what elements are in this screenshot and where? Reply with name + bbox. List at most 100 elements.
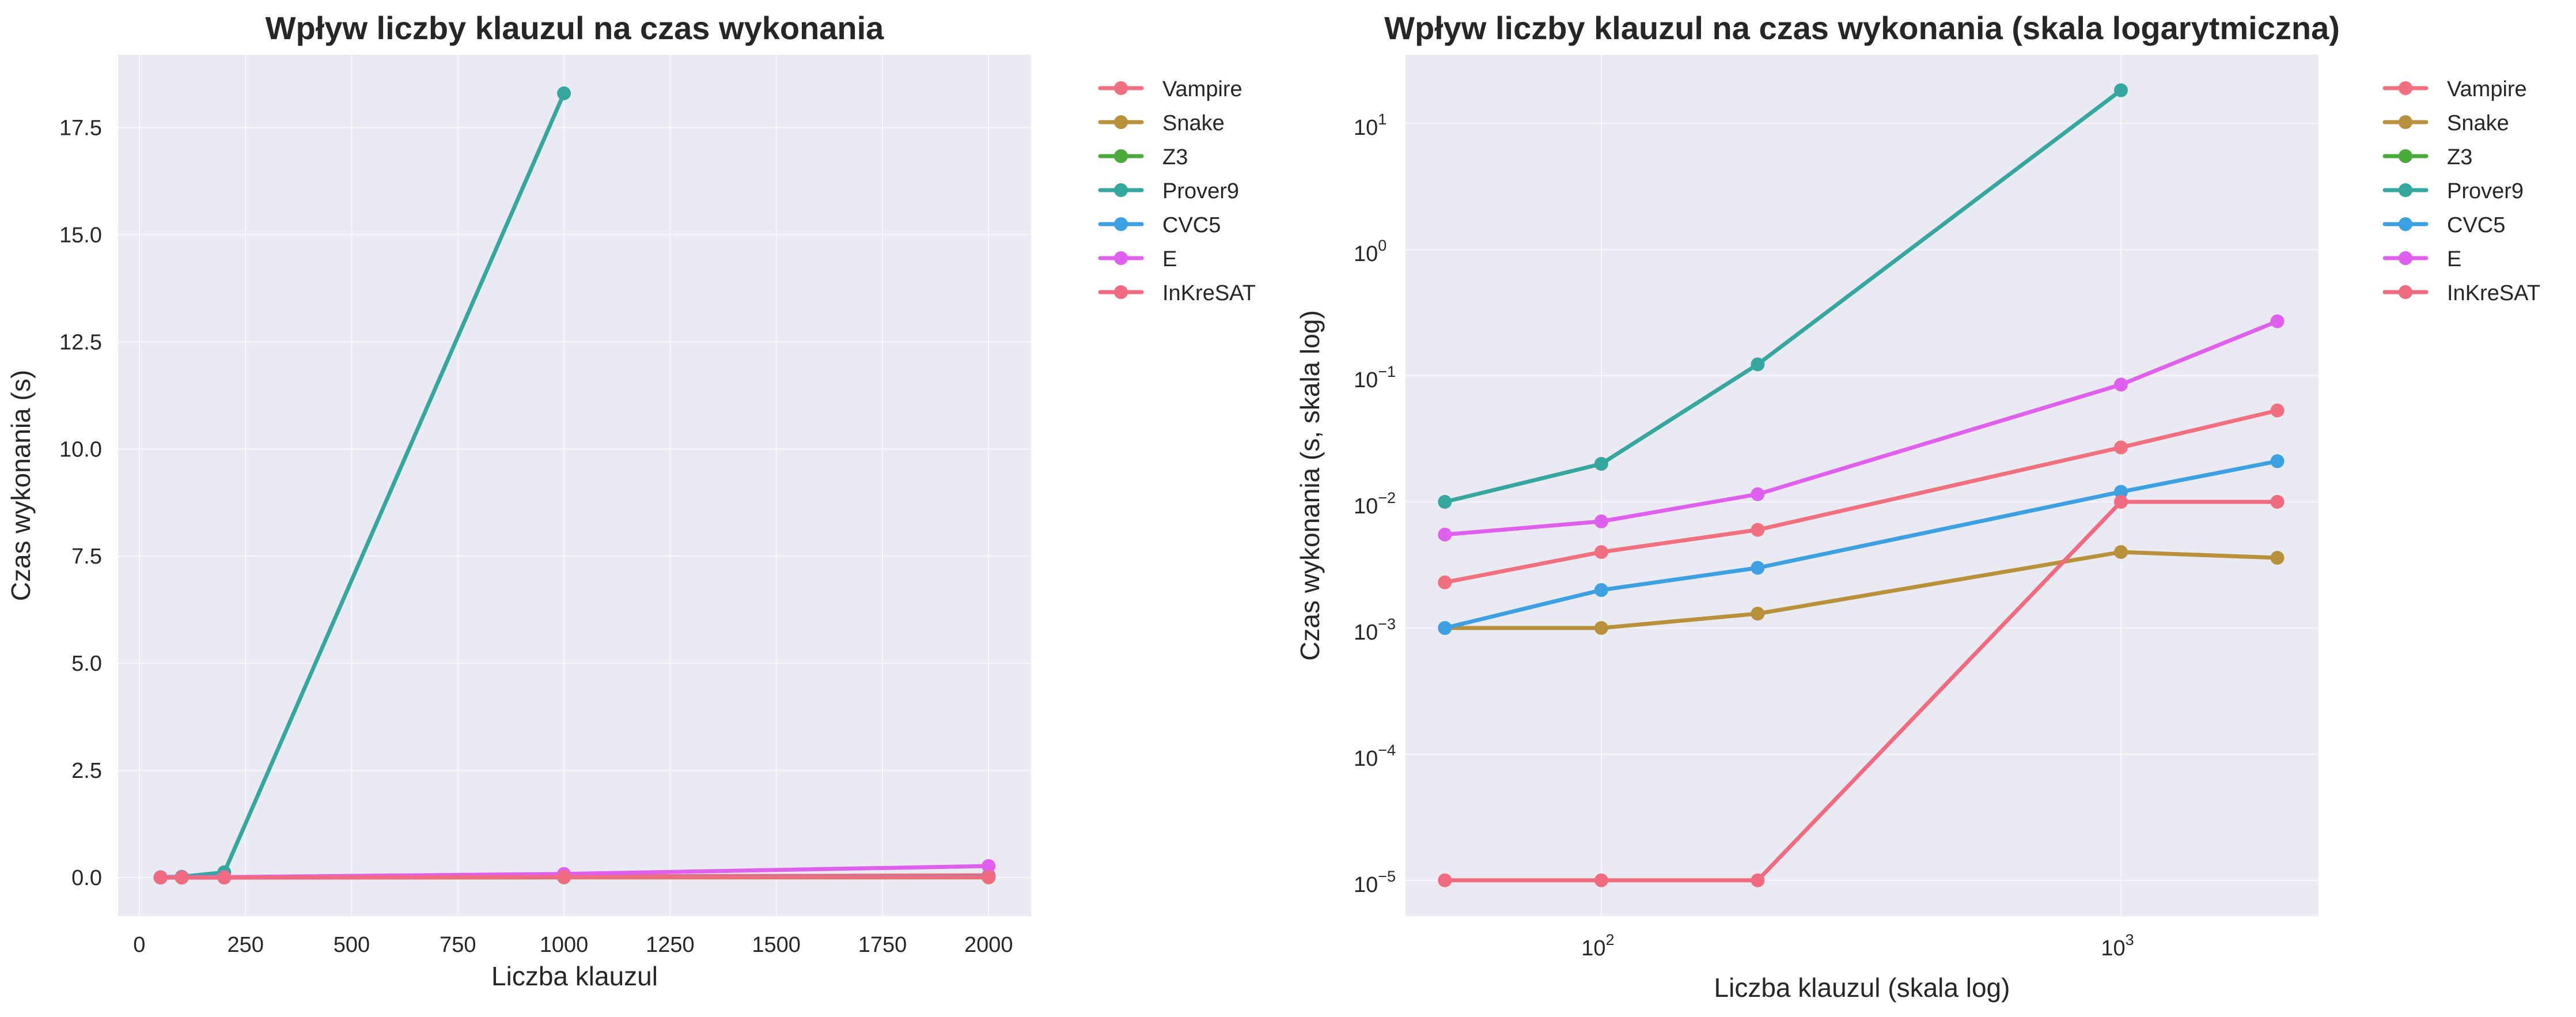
- y-tick-label: 15.0: [59, 223, 102, 247]
- x-tick-label: 103: [2101, 931, 2134, 961]
- y-tick-label: 10−4: [1354, 742, 1396, 771]
- legend-label: Vampire: [2447, 77, 2527, 101]
- x-tick-label: 750: [440, 933, 476, 957]
- legend-label: Z3: [2447, 145, 2472, 169]
- data-point: [1751, 873, 1765, 887]
- data-point: [2114, 494, 2128, 509]
- legend-swatch-marker: [2399, 115, 2412, 129]
- plot-area: [118, 55, 1031, 916]
- x-tick-exponent: 3: [2126, 931, 2134, 948]
- legend-swatch-marker: [2399, 81, 2412, 95]
- series-cvc5: [1438, 454, 2285, 635]
- data-point: [982, 870, 996, 884]
- data-point: [1438, 494, 1452, 509]
- legend-label: Prover9: [2447, 179, 2524, 203]
- series-inkresat: [1438, 494, 2285, 887]
- y-tick-exponent: −4: [1378, 742, 1396, 759]
- plot-area: [1406, 55, 2319, 916]
- legend-label: InKreSAT: [2447, 281, 2540, 305]
- series-line: [1442, 88, 2123, 504]
- series-line: [158, 875, 991, 880]
- data-point: [217, 871, 232, 885]
- y-tick-exponent: 0: [1378, 237, 1387, 254]
- y-tick-label: 17.5: [59, 116, 102, 140]
- y-tick-label: 0.0: [71, 866, 102, 890]
- y-axis-label: Czas wykonania (s, skala log): [1295, 310, 1325, 660]
- y-tick-exponent: −1: [1378, 363, 1396, 380]
- chart-1: 0 250 500 750 1000 1250 1500 1750 2000 0.0 2.5 5.0 7…: [6, 10, 1256, 991]
- legend-label: Snake: [2447, 111, 2509, 135]
- data-point: [1594, 457, 1608, 471]
- chart-title: Wpływ liczby klauzul na czas wykonania: [266, 10, 885, 46]
- legend-swatch-marker: [1114, 183, 1128, 197]
- x-tick-label: 2000: [964, 933, 1013, 957]
- y-tick-exponent: 1: [1378, 111, 1387, 128]
- legend-swatch-marker: [1114, 115, 1128, 129]
- data-point: [1751, 487, 1765, 501]
- legend-item-prover9: Prover9: [2382, 179, 2524, 203]
- legend-label: CVC5: [1162, 213, 1221, 237]
- data-point: [2270, 494, 2285, 509]
- data-point: [2270, 314, 2285, 328]
- legend-label: E: [2447, 247, 2461, 271]
- legend-swatch-marker: [1114, 81, 1128, 95]
- y-axis-label: Czas wykonania (s): [6, 370, 36, 601]
- data-point: [153, 871, 168, 885]
- x-tick-label: 1750: [858, 933, 907, 957]
- x-tick-label: 1250: [646, 933, 695, 957]
- data-point: [1438, 527, 1452, 542]
- data-point: [2270, 454, 2285, 468]
- y-tick-label: 10−1: [1354, 363, 1396, 392]
- y-tick-label: 10−5: [1354, 868, 1396, 897]
- data-point: [1438, 621, 1452, 635]
- legend-swatch-marker: [2399, 285, 2412, 299]
- legend-item-e: E: [1098, 247, 1177, 271]
- series-group: [153, 86, 996, 885]
- data-point: [982, 859, 996, 873]
- legend-label: Prover9: [1162, 179, 1239, 203]
- x-tick-label: 1500: [752, 933, 801, 957]
- y-tick-label: 12.5: [59, 330, 102, 354]
- data-point: [1751, 523, 1765, 537]
- y-tick-label: 5.0: [71, 652, 102, 676]
- series-prover9: [1438, 83, 2128, 509]
- legend-swatch-marker: [1114, 251, 1128, 265]
- x-tick-label: 1000: [540, 933, 589, 957]
- series-vampire: [1438, 403, 2285, 589]
- legend-label: Z3: [1162, 145, 1188, 169]
- legend-swatch-marker: [1114, 285, 1128, 299]
- legend-label: E: [1162, 247, 1177, 271]
- legend-item-inkresat: InKreSAT: [2382, 281, 2540, 305]
- data-point: [1594, 545, 1608, 559]
- legend: Vampire Snake Z3 Prover9 CVC5 E InKreSAT: [1098, 77, 1256, 305]
- legend-item-z3: Z3: [1098, 145, 1188, 169]
- legend: Vampire Snake Z3 Prover9 CVC5 E InKreSAT: [2382, 77, 2540, 305]
- legend-item-snake: Snake: [1098, 111, 1225, 135]
- y-tick-base: 10: [1354, 494, 1378, 519]
- legend-item-snake: Snake: [2382, 111, 2509, 135]
- data-point: [2114, 83, 2128, 97]
- series-e: [1438, 314, 2285, 542]
- chart-title: Wpływ liczby klauzul na czas wykonania (…: [1384, 10, 2340, 46]
- y-tick-exponent: −3: [1378, 615, 1396, 633]
- legend-item-inkresat: InKreSAT: [1098, 281, 1256, 305]
- legend-label: InKreSAT: [1162, 281, 1256, 305]
- data-point: [1594, 873, 1608, 887]
- legend-item-e: E: [2382, 247, 2461, 271]
- data-point: [1594, 583, 1608, 598]
- data-point: [2270, 551, 2285, 565]
- x-axis-label: Liczba klauzul: [491, 961, 658, 991]
- data-point: [2270, 403, 2285, 418]
- data-point: [1438, 873, 1452, 887]
- legend-swatch-marker: [2399, 251, 2412, 265]
- legend-item-cvc5: CVC5: [1098, 213, 1221, 237]
- y-tick-base: 10: [1354, 242, 1378, 266]
- series-inkresat: [153, 870, 996, 885]
- data-point: [1751, 561, 1765, 575]
- data-point: [2114, 377, 2128, 392]
- legend-label: Vampire: [1162, 77, 1242, 101]
- x-tick-label: 250: [227, 933, 263, 957]
- legend-label: Snake: [1162, 111, 1225, 135]
